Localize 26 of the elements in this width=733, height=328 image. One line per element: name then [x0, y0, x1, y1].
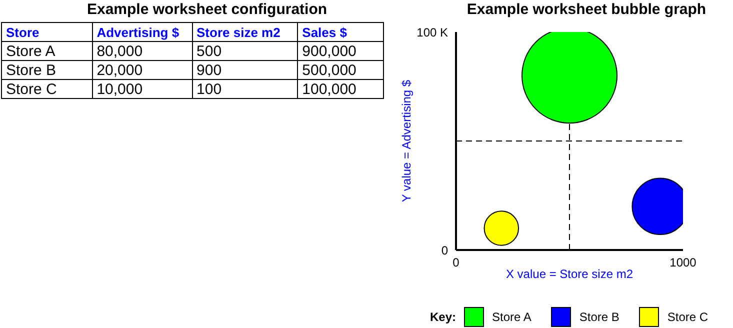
legend-label: Store B [579, 310, 620, 324]
text: Store [2, 22, 92, 42]
text: 20,000 [92, 60, 192, 80]
text: 100,000 [298, 80, 384, 98]
text: 80,000 [92, 42, 192, 60]
y-axis-title: Y value = Advertising $ [399, 80, 414, 202]
text: Store B [2, 60, 92, 80]
legend-label: Store C [667, 310, 708, 324]
text: 900 [192, 60, 298, 80]
legend-label: Store A [492, 310, 532, 324]
text: Sales $ [298, 22, 384, 42]
text: 500 [192, 42, 298, 60]
text: Store C [2, 80, 92, 98]
x-tick-label: 1000 [670, 256, 697, 270]
legend-title: Key: [430, 310, 456, 324]
text: Advertising $ [92, 22, 192, 42]
text: Store A [2, 42, 92, 60]
text: Store size m2 [192, 22, 298, 42]
y-tick-label: 100 K [416, 25, 448, 40]
x-axis-title: X value = Store size m2 [506, 267, 634, 281]
text: Example worksheet configuration [86, 0, 328, 20]
text: 100 [192, 80, 298, 98]
chart-title: Example worksheet bubble graph [466, 0, 708, 20]
text: 10,000 [92, 80, 192, 98]
text: 900,000 [298, 42, 384, 60]
text: 500,000 [298, 60, 384, 80]
